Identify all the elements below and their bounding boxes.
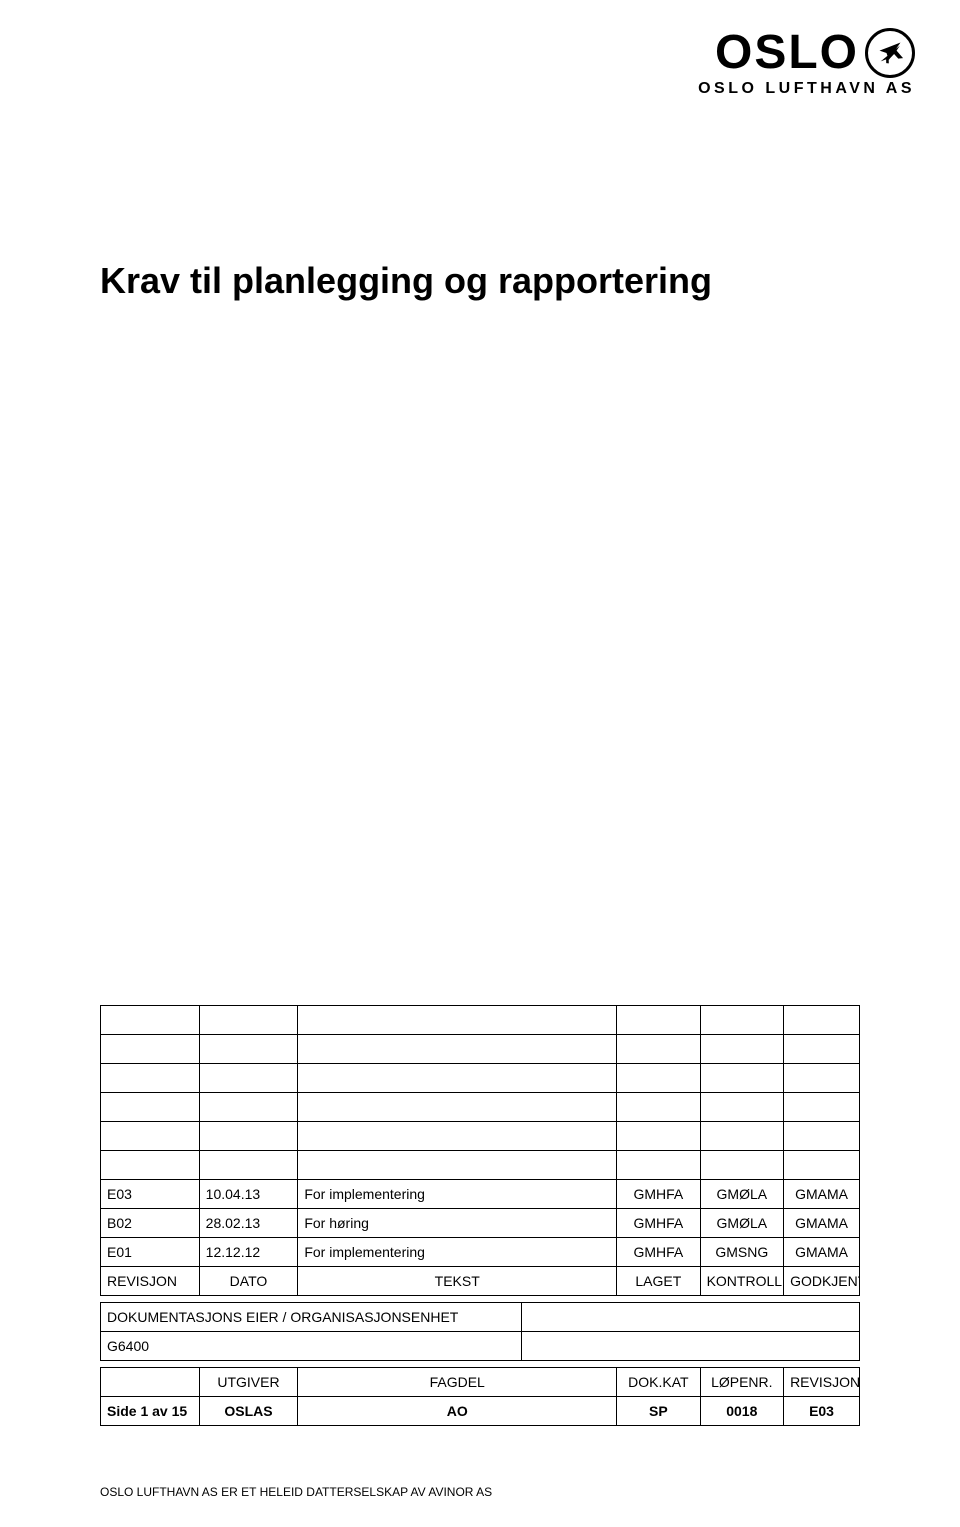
text-cell: For implementering — [298, 1180, 617, 1209]
header-utgiver: UTGIVER — [199, 1368, 298, 1397]
table-row: E03 10.04.13 For implementering GMHFA GM… — [101, 1180, 860, 1209]
fagdel-cell: AO — [298, 1397, 617, 1426]
table-row: DOKUMENTASJONS EIER / ORGANISASJONSENHET — [101, 1303, 860, 1332]
laget-cell: GMHFA — [617, 1180, 700, 1209]
kontrollert-cell: GMØLA — [700, 1209, 783, 1238]
empty-cell — [101, 1368, 200, 1397]
laget-cell: GMHFA — [617, 1209, 700, 1238]
table-row — [101, 1064, 860, 1093]
footer-text: OSLO LUFTHAVN AS ER ET HELEID DATTERSELS… — [100, 1485, 492, 1499]
document-title: Krav til planlegging og rapportering — [100, 260, 712, 302]
text-cell: For implementering — [298, 1238, 617, 1267]
logo-sub-text: OSLO LUFTHAVN AS — [698, 80, 915, 98]
table-row: UTGIVER FAGDEL DOK.KAT LØPENR. REVISJON — [101, 1368, 860, 1397]
table-row — [101, 1006, 860, 1035]
header-lopenr: LØPENR. — [700, 1368, 783, 1397]
final-header-table: UTGIVER FAGDEL DOK.KAT LØPENR. REVISJON … — [100, 1367, 860, 1426]
table-row — [101, 1151, 860, 1180]
table-row — [101, 1093, 860, 1122]
metadata-tables: E03 10.04.13 For implementering GMHFA GM… — [100, 1005, 860, 1426]
table-row — [101, 1035, 860, 1064]
kontrollert-cell: GMSNG — [700, 1238, 783, 1267]
table-header-row: REVISJON DATO TEKST LAGET KONTROLLERT GO… — [101, 1267, 860, 1296]
revisjon-cell: E03 — [784, 1397, 860, 1426]
rev-cell: E01 — [101, 1238, 200, 1267]
table-row: B02 28.02.13 For høring GMHFA GMØLA GMAM… — [101, 1209, 860, 1238]
header-dokkat: DOK.KAT — [617, 1368, 700, 1397]
header-dato: DATO — [199, 1267, 298, 1296]
table-row: Side 1 av 15 OSLAS AO SP 0018 E03 — [101, 1397, 860, 1426]
table-row: E01 12.12.12 For implementering GMHFA GM… — [101, 1238, 860, 1267]
owner-value: G6400 — [101, 1332, 522, 1361]
owner-empty — [522, 1332, 860, 1361]
godkjent-cell: GMAMA — [784, 1238, 860, 1267]
header-tekst: TEKST — [298, 1267, 617, 1296]
header-laget: LAGET — [617, 1267, 700, 1296]
side-cell: Side 1 av 15 — [101, 1397, 200, 1426]
rev-cell: E03 — [101, 1180, 200, 1209]
utgiver-cell: OSLAS — [199, 1397, 298, 1426]
header-revisjon: REVISJON — [784, 1368, 860, 1397]
owner-empty — [522, 1303, 860, 1332]
logo-brand-text: OSLO — [715, 29, 859, 77]
date-cell: 12.12.12 — [199, 1238, 298, 1267]
revisions-table: E03 10.04.13 For implementering GMHFA GM… — [100, 1005, 860, 1296]
date-cell: 28.02.13 — [199, 1209, 298, 1238]
date-cell: 10.04.13 — [199, 1180, 298, 1209]
godkjent-cell: GMAMA — [784, 1180, 860, 1209]
laget-cell: GMHFA — [617, 1238, 700, 1267]
header-revisjon: REVISJON — [101, 1267, 200, 1296]
owner-label: DOKUMENTASJONS EIER / ORGANISASJONSENHET — [101, 1303, 522, 1332]
text-cell: For høring — [298, 1209, 617, 1238]
header-kontrollert: KONTROLLERT — [700, 1267, 783, 1296]
godkjent-cell: GMAMA — [784, 1209, 860, 1238]
header-fagdel: FAGDEL — [298, 1368, 617, 1397]
kontrollert-cell: GMØLA — [700, 1180, 783, 1209]
table-row: G6400 — [101, 1332, 860, 1361]
rev-cell: B02 — [101, 1209, 200, 1238]
table-row — [101, 1122, 860, 1151]
logo-top-row: OSLO — [698, 28, 915, 78]
dokkat-cell: SP — [617, 1397, 700, 1426]
header-godkjent: GODKJENT — [784, 1267, 860, 1296]
lopenr-cell: 0018 — [700, 1397, 783, 1426]
company-logo: OSLO OSLO LUFTHAVN AS — [698, 28, 915, 98]
airplane-icon — [865, 28, 915, 78]
owner-table: DOKUMENTASJONS EIER / ORGANISASJONSENHET… — [100, 1302, 860, 1361]
document-page: OSLO OSLO LUFTHAVN AS Krav til planleggi… — [0, 0, 960, 1527]
